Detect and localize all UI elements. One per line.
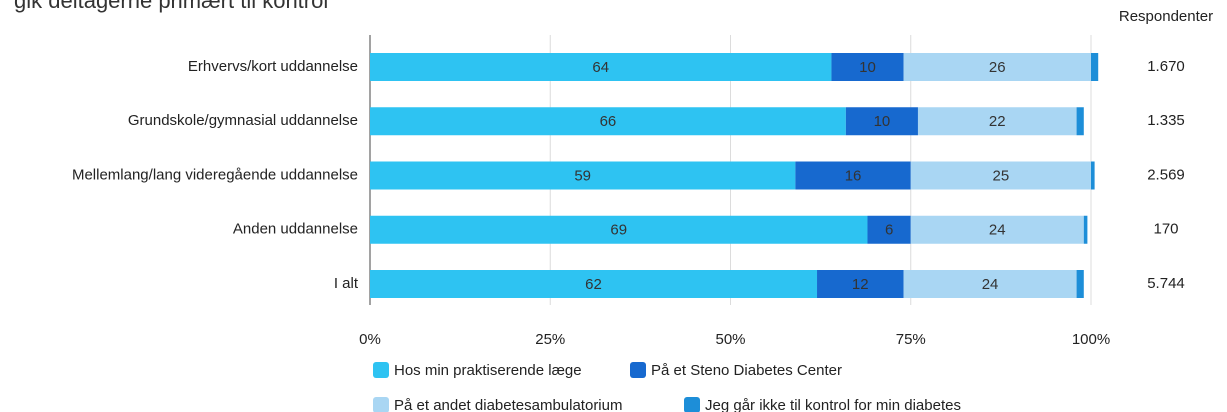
bar-segment [845, 107, 918, 136]
y-tick-label: Anden uddannelse [233, 221, 358, 238]
bar-segment [370, 161, 796, 190]
respondents-value: 2.569 [1147, 166, 1185, 183]
data-label: 66 [600, 113, 617, 130]
legend-label: På et andet diabetesambulatorium [394, 397, 622, 412]
legend-swatch [373, 362, 389, 378]
x-tick-label: 0% [359, 331, 381, 348]
bar-segment [795, 161, 911, 190]
legend-swatch [684, 397, 700, 412]
bar-segment [1076, 270, 1084, 298]
chart-title: gik deltagerne primært til kontrol [14, 0, 328, 13]
data-label: 6 [885, 222, 893, 239]
bar-segment [1083, 215, 1088, 244]
bar-segment [817, 270, 904, 298]
data-label: 25 [993, 167, 1010, 184]
bar-segment [1076, 107, 1084, 136]
legend-swatch [373, 397, 389, 412]
data-label: 62 [585, 276, 602, 293]
respondents-value: 1.335 [1147, 112, 1185, 129]
data-label: 24 [989, 222, 1006, 239]
y-tick-label: Grundskole/gymnasial uddannelse [128, 112, 358, 129]
data-label: 22 [989, 113, 1006, 130]
bar-segment [1091, 161, 1095, 190]
bar-segment [917, 107, 1077, 136]
x-tick-label: 25% [535, 331, 565, 348]
bar-segment [910, 161, 1091, 190]
bar-segment [867, 215, 911, 244]
bar-segment [370, 270, 818, 298]
data-label: 26 [989, 59, 1006, 76]
legend-swatch [630, 362, 646, 378]
bar-segment [370, 53, 832, 81]
x-tick-label: 100% [1072, 331, 1110, 348]
x-tick-label: 75% [896, 331, 926, 348]
bar-segment [831, 53, 904, 81]
bar-segment [910, 215, 1084, 244]
y-tick-label: Erhvervs/kort uddannelse [188, 58, 358, 75]
data-label: 10 [859, 59, 876, 76]
respondents-value: 5.744 [1147, 275, 1185, 292]
bar-segment [903, 53, 1091, 81]
bar-segment [1091, 53, 1099, 81]
legend-label: Hos min praktiserende læge [394, 362, 582, 379]
respondents-header: Respondenter [1119, 8, 1213, 25]
y-tick-label: I alt [334, 275, 359, 292]
data-label: 64 [592, 59, 609, 76]
legend-label: Jeg går ikke til kontrol for min diabete… [705, 397, 961, 412]
respondents-value: 1.670 [1147, 58, 1185, 75]
data-label: 69 [610, 222, 627, 239]
data-label: 59 [574, 167, 591, 184]
data-label: 24 [982, 276, 999, 293]
data-label: 12 [852, 276, 869, 293]
legend-label: På et Steno Diabetes Center [651, 362, 842, 379]
bar-segment [370, 215, 868, 244]
data-label: 10 [874, 113, 891, 130]
data-label: 16 [845, 167, 862, 184]
bar-segment [903, 270, 1077, 298]
respondents-value: 170 [1153, 221, 1178, 238]
y-tick-label: Mellemlang/lang videregående uddannelse [72, 166, 358, 183]
x-tick-label: 50% [715, 331, 745, 348]
bar-segment [370, 107, 846, 136]
